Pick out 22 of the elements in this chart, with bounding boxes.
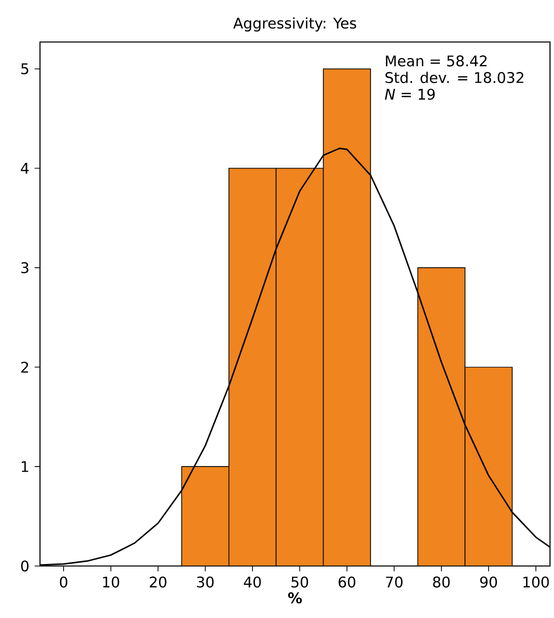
annotation: N = 19 [384,88,435,100]
x-tick-label: 100 [523,576,549,588]
y-tick-label: 1 [22,461,28,472]
y-tick-label: 3 [21,262,28,274]
x-tick-label: 80 [433,576,450,588]
x-tick-label: 20 [150,576,166,588]
x-tick-label: 40 [244,576,261,588]
x-tick-label: 50 [292,576,308,588]
x-tick-label: 70 [386,576,403,588]
x-tick-label: 0 [60,576,68,588]
y-tick-label: 5 [21,63,28,74]
chart-title: Aggressivity: Yes [233,17,356,32]
x-tick-label: 60 [338,576,356,588]
y-tick-label: 2 [21,362,28,373]
y-tick-label: 4 [20,162,29,174]
annotation: Std. dev. = 18.032 [385,72,524,84]
x-tick-label: 30 [197,576,214,588]
annotation: Mean = 58.42 [386,55,487,66]
y-tick-label: 0 [21,560,29,572]
x-tick-label: 10 [103,576,120,588]
x-tick-label: 90 [480,576,497,588]
x-axis-title: % [288,592,302,604]
